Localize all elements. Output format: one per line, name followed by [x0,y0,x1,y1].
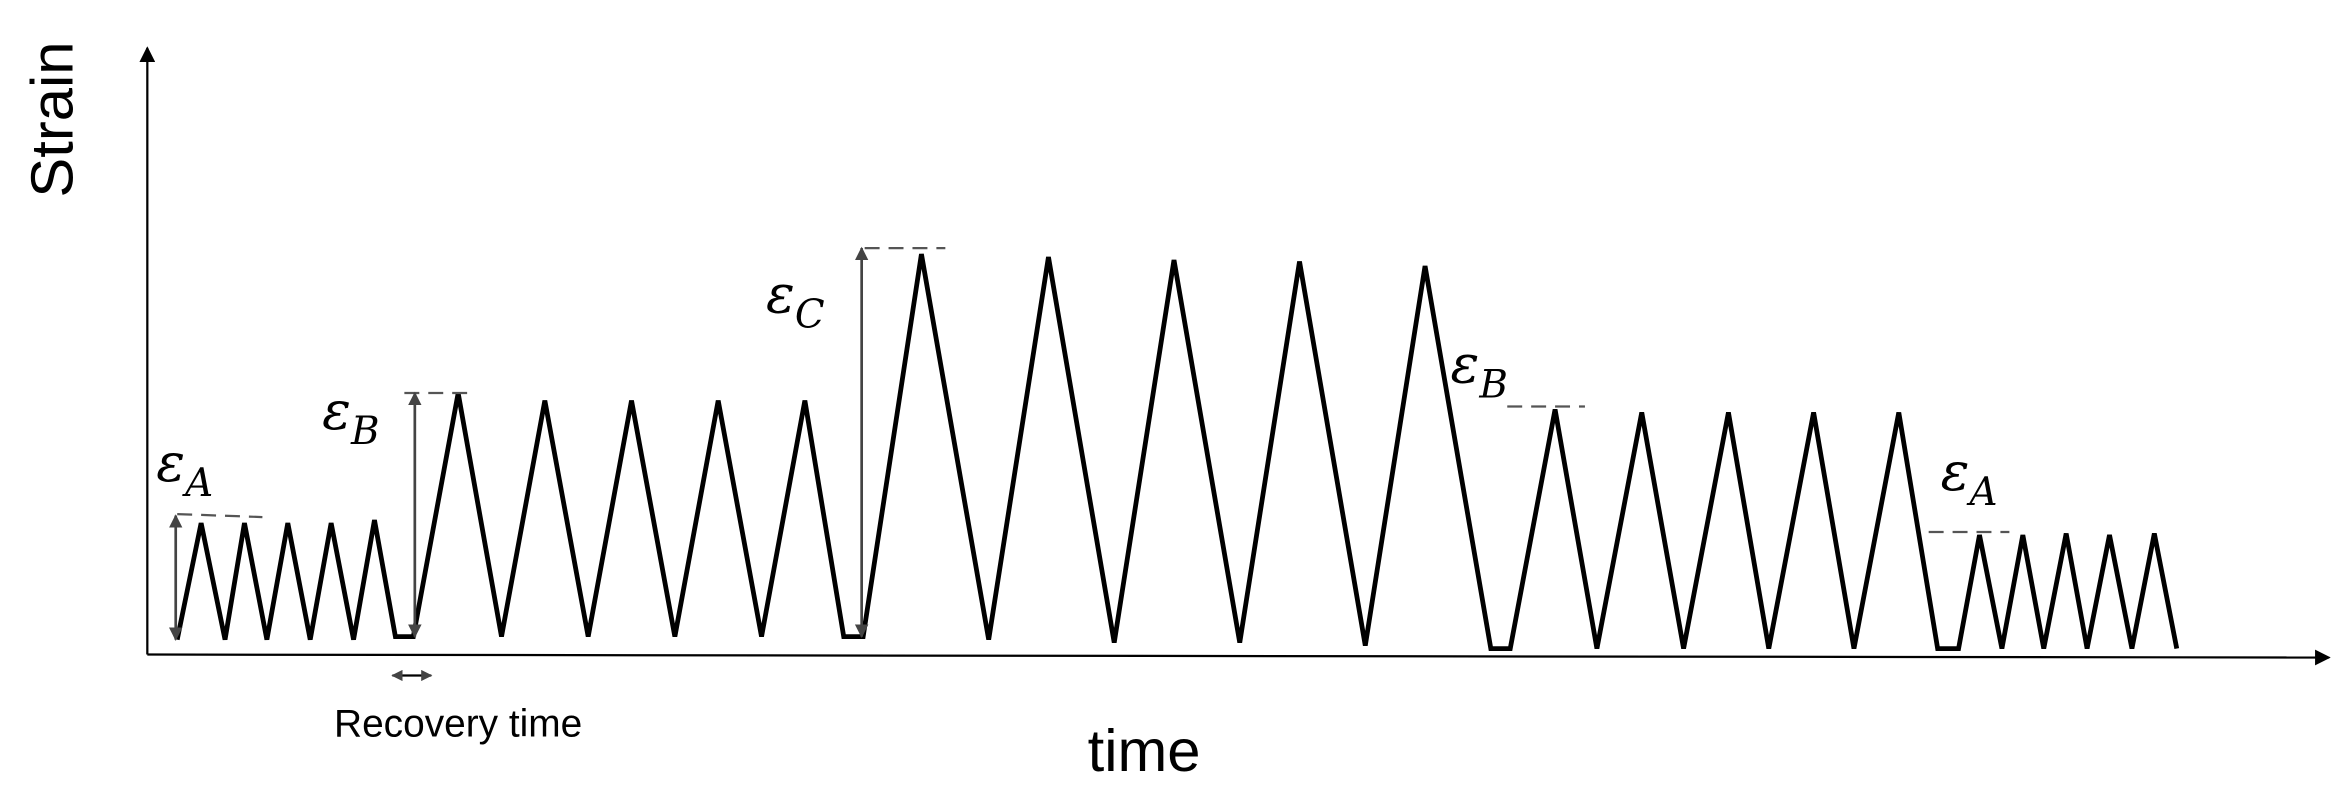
y-axis-label: Strain [19,41,86,197]
epsilon-label: εB [1450,333,1507,408]
epsilon-label: εC [766,262,825,337]
epsilon-label: εA [156,431,213,506]
epsilon-label: εB [322,379,379,454]
recovery-label: Recovery time [334,703,582,746]
x-axis [147,649,2331,666]
epsilon-label: εA [1941,440,1998,515]
strain-signal [174,253,2180,651]
x-axis-label: time [1088,717,1201,784]
reference-lines [177,246,2010,534]
amplitude-arrows [168,246,869,641]
